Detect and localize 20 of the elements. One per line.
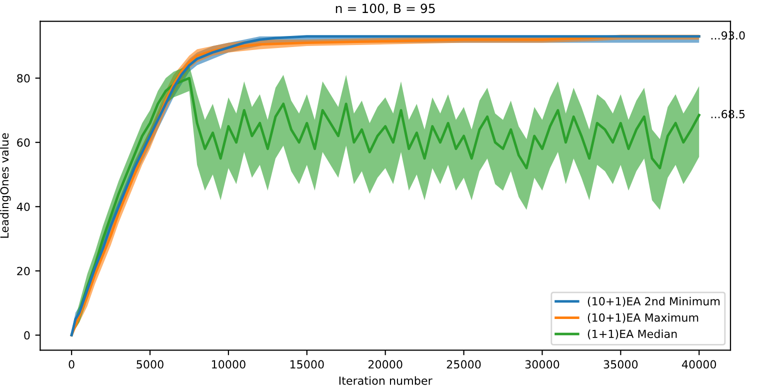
legend-label: (1+1)EA Median: [588, 329, 677, 340]
y-tick-label: 60: [17, 138, 30, 147]
x-tick-label: 40000: [682, 360, 716, 369]
x-tick-label: 25000: [446, 360, 481, 369]
x-axis-title: Iteration number: [339, 376, 432, 385]
legend-label: (10+1)EA 2nd Minimum: [588, 296, 720, 307]
y-tick-label: 0: [24, 331, 30, 340]
y-tick-label: 80: [17, 74, 30, 83]
x-tick-label: 30000: [525, 360, 560, 369]
x-tick-label: 0: [68, 360, 74, 369]
y-tick-label: 40: [16, 202, 30, 212]
x-tick-label: 20000: [368, 360, 402, 369]
x-tick-label: 10000: [212, 360, 246, 369]
legend-label: (10+1)EA Maximum: [588, 313, 698, 324]
x-tick-label: 5000: [136, 360, 164, 369]
y-tick-label: 20: [17, 266, 30, 276]
x-tick-label: 35000: [604, 360, 638, 369]
x-tick-label: 15000: [290, 360, 324, 369]
y-axis-title: LeadingOnes value: [0, 133, 11, 238]
chart-title: n = 100, B = 95: [336, 4, 435, 14]
